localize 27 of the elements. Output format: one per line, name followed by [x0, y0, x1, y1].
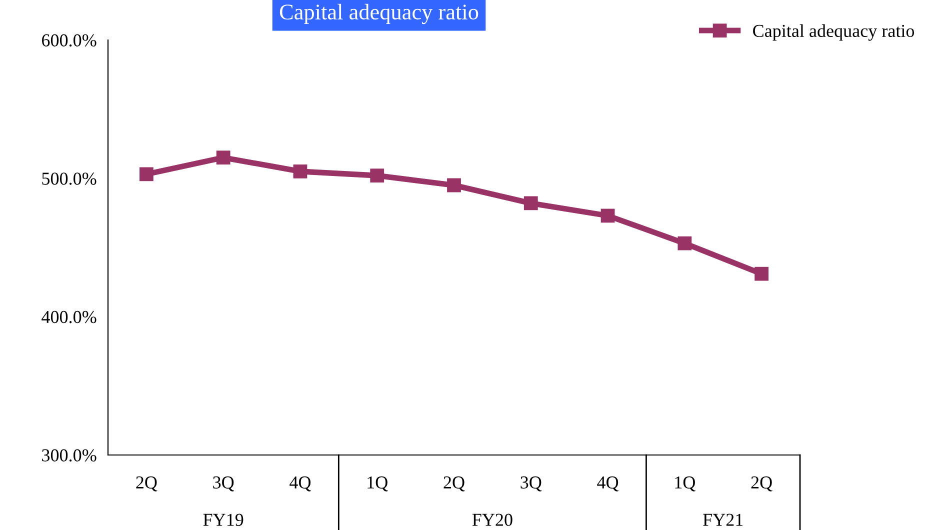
x-tick-label: 2Q [444, 476, 465, 492]
point [678, 236, 692, 250]
legend-label: Capital adequacy ratio [753, 24, 914, 41]
y-tick-label: 300.0% [42, 449, 96, 462]
point [524, 196, 538, 210]
x-tick-label: 2Q [136, 476, 158, 492]
x-tick-label: 4Q [597, 476, 619, 492]
x-tick-label: 1Q [368, 476, 388, 492]
text: FY19 [203, 514, 244, 526]
point [754, 266, 768, 281]
chart-title: Capital adequacy ratio [280, 4, 478, 24]
point [140, 167, 154, 182]
x-tick-label: 4Q [290, 476, 311, 492]
text: FY20 [472, 514, 512, 526]
point [293, 164, 308, 178]
y-tick-label: 600.0% [42, 34, 96, 47]
y-tick-label: 500.0% [42, 172, 96, 185]
point [216, 150, 230, 165]
x-tick-label: 3Q [520, 476, 542, 492]
x-tick-label: 1Q [675, 476, 696, 492]
point [370, 168, 384, 183]
text: FY21 [703, 514, 743, 526]
x-tick-label: 3Q [213, 476, 234, 492]
point [447, 178, 461, 192]
x-tick-label: 2Q [751, 476, 772, 492]
point [600, 208, 615, 223]
y-tick-label: 400.0% [42, 310, 96, 324]
